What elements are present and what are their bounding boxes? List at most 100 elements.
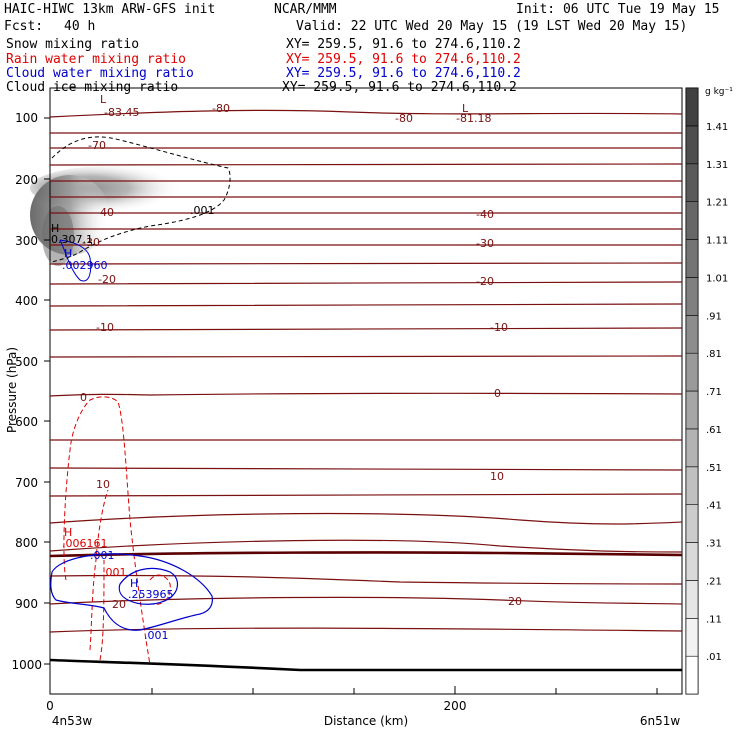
isotherm-label: -20 [98,273,116,286]
colorbar-cell [685,466,699,505]
isotherm-line [49,163,683,166]
y-tick-label: 900 [15,597,38,611]
colorbar-label: .41 [706,501,722,512]
cloud-high-marker: H [130,577,138,590]
fcst-label: Fcst: [4,19,44,34]
isotherm-label: 0 [80,391,87,404]
y-tick-label: 100 [15,111,38,125]
cloud-contour-label: .001 [144,629,169,642]
isotherm-label: 10 [96,478,110,491]
rain-high-value: .006161 [62,537,108,550]
colorbar-cell [685,87,699,127]
field-rain-name: Rain water mixing ratio [6,52,187,67]
cloud-ice-high-marker: H [64,247,72,260]
colorbar-cell [685,239,699,278]
cloud-contour-label: .001 [90,549,115,562]
rain-contour-right [149,574,171,605]
isotherm-line [49,281,683,285]
isotherm-line [49,392,683,397]
colorbar-cell [685,201,699,240]
colorbar-cell [685,580,699,619]
isotherm-line [49,539,683,553]
y-tick-labels: 100 200 300 400 500 600 700 800 900 1000 [11,111,42,672]
isotherm-line [49,627,683,633]
temperature-isotherms [49,109,683,633]
colorbar-label: .71 [706,387,722,398]
isotherm-line [49,596,683,605]
low-value: -81.18 [456,112,491,125]
cloud-contour-inner [118,567,179,605]
valid-time: Valid: 22 UTC Wed 20 May 15 (19 LST Wed … [296,19,688,34]
y-tick-label: 600 [15,415,38,429]
low-marker: L [100,93,107,106]
colorbar-cell [685,163,699,203]
colorbar-cell [685,352,699,392]
field-cloud-name: Cloud water mixing ratio [6,66,194,81]
snow-contour [51,136,231,263]
colorbar: .01 .11 .21 .31 .41 .51 .61 .71 .81 .91 1.01 1.11 1.… [685,87,733,695]
rain-contour-label: .001 [102,566,127,579]
snow-contour-label: .001 [190,204,215,217]
cloud-contour-outer [50,553,213,631]
y-axis-label: Pressure (hPa) [5,347,19,433]
y-ticks [44,117,50,665]
isotherm-label: -10 [96,321,114,334]
isotherm-line [49,109,683,118]
init-time: Init: 06 UTC Tue 19 May 15 [516,2,720,17]
rain-high-marker: H [64,526,72,539]
colorbar-label: .61 [706,425,722,436]
colorbar-cell [685,428,699,468]
colorbar-label: .11 [706,614,722,625]
terrain-line [49,658,682,672]
isotherm-label: 20 [112,598,126,611]
isotherm-label: 20 [508,595,522,608]
isotherm-label: -30 [476,237,494,250]
field-snow-xy: XY= 259.5, 91.6 to 274.6,110.2 [286,37,521,52]
plot-frame [49,87,683,695]
colorbar-label: 1.21 [706,198,728,209]
cloud-ice-high-value: .002960 [62,259,108,272]
cloud-ice-contour [59,239,92,282]
colorbar-label: .91 [706,311,722,322]
y-tick-label: 300 [15,234,38,248]
colorbar-label: .21 [706,576,722,587]
rain-contour-core [99,559,105,661]
low-marker: L [462,102,469,115]
x-right-endpoint-label: 6n51w [640,714,681,728]
zero-isotherm [49,551,683,558]
colorbar-cell [685,655,699,695]
colorbar-label: .31 [706,539,722,550]
colorbar-cell [685,542,699,581]
rain-contour-outer [63,396,151,666]
isotherm-line [49,574,683,585]
isotherm-label: -10 [490,321,508,334]
isotherm-line [49,467,683,471]
isotherm-label: -70 [88,139,106,152]
colorbar-label: .01 [706,652,722,663]
y-tick-label: 700 [15,476,38,490]
colorbar-cell [685,314,699,354]
org-label: NCAR/MMM [274,2,337,17]
x-tick-label: 0 [46,699,54,713]
colorbar-cell [685,277,699,316]
isotherm-labels: L -83.45 -80 -80 L -81.18 -70 -40 -40 -3… [80,93,522,611]
cloud-high-value: .253965 [128,588,174,601]
y-tick-label: 200 [15,173,38,187]
colorbar-label: .81 [706,349,722,360]
fcst-value: 40 h [64,19,96,34]
rain-contours [63,396,171,666]
colorbar-label: 1.01 [706,273,728,284]
colorbar-unit: g kg⁻¹ [705,87,733,97]
model-title: HAIC-HIWC 13km ARW-GFS init [4,2,216,17]
field-cloud-xy: XY= 259.5, 91.6 to 274.6,110.2 [286,66,521,81]
isotherm-line [49,512,683,525]
isotherm-label: -40 [476,208,494,221]
isotherm-label: 0 [494,387,501,400]
x-left-endpoint-label: 4n53w [52,714,93,728]
y-tick-label: 800 [15,536,38,550]
colorbar-cell [685,617,699,657]
low-value: -83.45 [104,106,139,119]
colorbar-cell [685,504,699,543]
isotherm-line [49,355,683,358]
